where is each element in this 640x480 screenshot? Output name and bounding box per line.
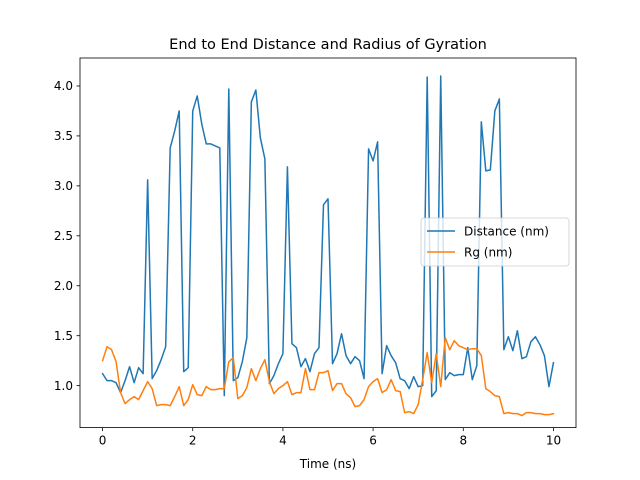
- x-tick-label: 4: [279, 434, 287, 448]
- legend-label-rg: Rg (nm): [464, 246, 512, 260]
- x-tick-label: 2: [189, 434, 197, 448]
- x-tick-label: 6: [369, 434, 377, 448]
- y-tick-label: 2.0: [54, 279, 73, 293]
- plot-frame: [79, 57, 577, 429]
- y-tick-label: 1.0: [54, 379, 73, 393]
- y-tick-label: 3.5: [54, 129, 73, 143]
- chart-title: End to End Distance and Radius of Gyrati…: [169, 37, 487, 53]
- legend: Distance (nm) Rg (nm): [420, 217, 570, 267]
- y-tick-label: 3.0: [54, 179, 73, 193]
- x-tick-label: 0: [99, 434, 107, 448]
- series-layer: [101, 75, 555, 417]
- x-tick-label: 8: [459, 434, 467, 448]
- legend-label-distance: Distance (nm): [464, 225, 549, 239]
- y-tick-label: 1.5: [54, 329, 73, 343]
- x-tick-label: 10: [546, 434, 561, 448]
- y-tick-label: 2.5: [54, 229, 73, 243]
- y-axis: 1.0 1.5 2.0 2.5 3.0 3.5 4.0: [54, 79, 80, 393]
- x-axis: 0 2 4 6 8 10: [99, 427, 561, 448]
- series-line-distance: [101, 75, 555, 398]
- legend-box: [420, 217, 570, 267]
- series-line-rg: [101, 336, 555, 417]
- x-axis-title: Time (ns): [299, 457, 356, 471]
- y-tick-label: 4.0: [54, 79, 73, 93]
